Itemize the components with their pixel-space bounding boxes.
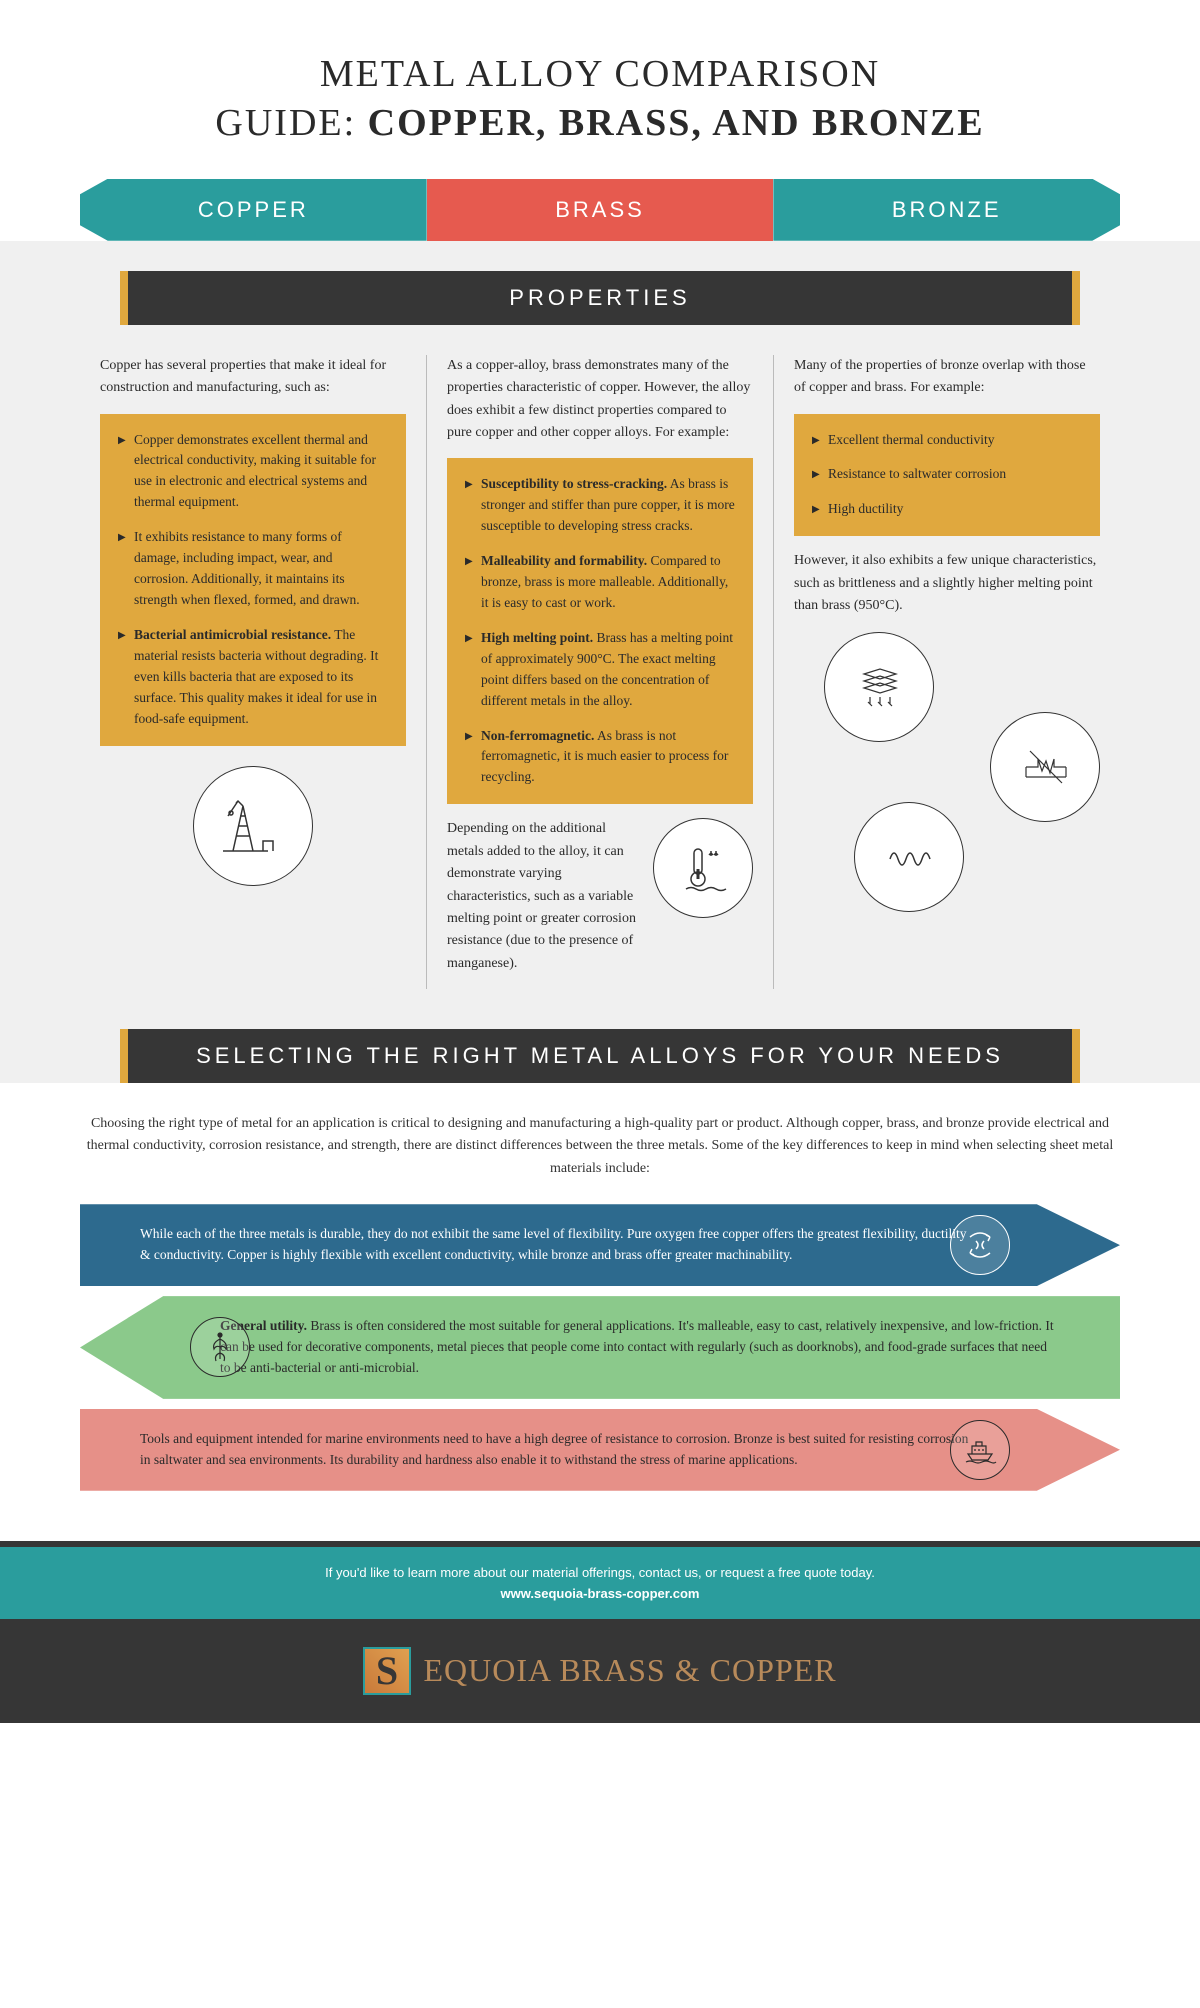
bronze-column: Many of the properties of bronze overlap…: [773, 355, 1120, 989]
brass-properties-box: Susceptibility to stress-cracking. As br…: [447, 458, 753, 804]
arrow-flexibility: While each of the three metals is durabl…: [80, 1204, 1120, 1286]
tab-copper: COPPER: [80, 179, 427, 241]
copper-prop-2: It exhibits resistance to many forms of …: [118, 527, 388, 611]
selecting-section: Choosing the right type of metal for an …: [0, 1083, 1200, 1541]
cta-bar: If you'd like to learn more about our ma…: [0, 1541, 1200, 1619]
crack-resistance-icon: [990, 712, 1100, 822]
bronze-prop-3: High ductility: [812, 499, 1082, 520]
tab-bronze: BRONZE: [773, 179, 1120, 241]
selecting-banner: SELECTING THE RIGHT METAL ALLOYS FOR YOU…: [120, 1029, 1080, 1083]
arrow-utility: General utility. Brass is often consider…: [80, 1296, 1120, 1399]
brand-name: EQUOIA BRASS & COPPER: [423, 1652, 836, 1689]
title-line2-bold: COPPER, BRASS, AND BRONZE: [368, 102, 985, 144]
cta-url: www.sequoia-brass-copper.com: [18, 1586, 1182, 1601]
bronze-properties-box: Excellent thermal conductivity Resistanc…: [794, 414, 1100, 537]
brass-prop-3: High melting point. Brass has a melting …: [465, 628, 735, 712]
ship-icon: [950, 1420, 1010, 1480]
thermometer-icon: [653, 818, 753, 918]
title-line2-light: GUIDE:: [215, 102, 367, 144]
oil-derrick-icon: [193, 766, 313, 886]
brass-prop-1: Susceptibility to stress-cracking. As br…: [465, 474, 735, 537]
bronze-prop-2: Resistance to saltwater corrosion: [812, 464, 1082, 485]
bronze-icons: [794, 632, 1100, 912]
title-line1: METAL ALLOY COMPARISON: [320, 53, 880, 95]
flexibility-icon: [950, 1215, 1010, 1275]
tab-brass: BRASS: [427, 179, 774, 241]
page-header: METAL ALLOY COMPARISON GUIDE: COPPER, BR…: [0, 0, 1200, 179]
copper-prop-3: Bacterial antimicrobial resistance. The …: [118, 625, 388, 730]
copper-properties-box: Copper demonstrates excellent thermal an…: [100, 414, 406, 746]
footer: S EQUOIA BRASS & COPPER: [0, 1619, 1200, 1723]
brand-logo: S EQUOIA BRASS & COPPER: [363, 1647, 836, 1695]
copper-column: Copper has several properties that make …: [80, 355, 426, 989]
layers-icon: [824, 632, 934, 742]
brass-prop-4: Non-ferromagnetic. As brass is not ferro…: [465, 726, 735, 789]
bronze-prop-1: Excellent thermal conductivity: [812, 430, 1082, 451]
bronze-note: However, it also exhibits a few unique c…: [794, 550, 1100, 617]
brass-prop-2: Malleability and formability. Compared t…: [465, 551, 735, 614]
brass-column: As a copper-alloy, brass demonstrates ma…: [426, 355, 773, 989]
properties-banner: PROPERTIES: [120, 271, 1080, 325]
brass-intro: As a copper-alloy, brass demonstrates ma…: [447, 355, 753, 445]
decorative-icon: [190, 1317, 250, 1377]
brass-note: Depending on the additional metals added…: [447, 818, 641, 975]
copper-intro: Copper has several properties that make …: [100, 355, 406, 400]
arrow-marine: Tools and equipment intended for marine …: [80, 1409, 1120, 1491]
bronze-intro: Many of the properties of bronze overlap…: [794, 355, 1100, 400]
metal-tabs: COPPER BRASS BRONZE: [0, 179, 1200, 241]
properties-columns: Copper has several properties that make …: [0, 325, 1200, 1029]
page-title: METAL ALLOY COMPARISON GUIDE: COPPER, BR…: [40, 50, 1160, 149]
coil-icon: [854, 802, 964, 912]
selecting-intro: Choosing the right type of metal for an …: [80, 1113, 1120, 1180]
cta-text: If you'd like to learn more about our ma…: [18, 1565, 1182, 1580]
logo-mark: S: [363, 1647, 411, 1695]
copper-prop-1: Copper demonstrates excellent thermal an…: [118, 430, 388, 514]
